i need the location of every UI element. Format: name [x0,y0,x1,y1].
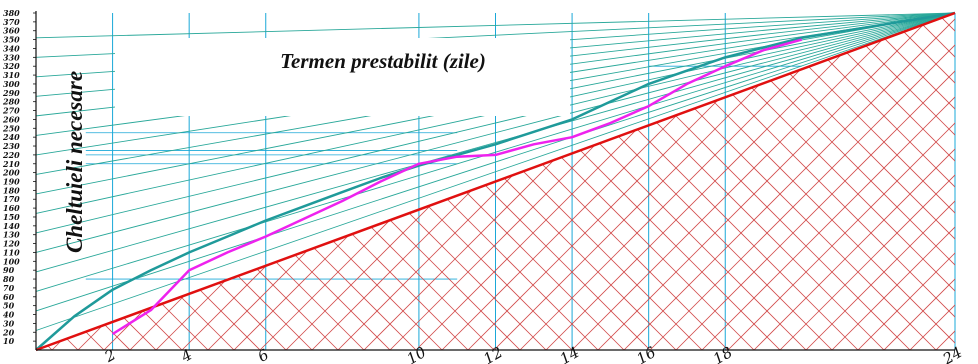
y-tick-label: 140 [3,221,20,231]
y-tick-label: 70 [3,283,15,293]
y-tick-label: 260 [2,114,20,124]
hatch-line [753,13,955,350]
series-lower-envelope [35,11,956,352]
axes [35,11,955,351]
y-tick-label: 110 [3,247,20,257]
y-tick-label: 40 [3,310,15,320]
y-tick-label: 280 [2,97,20,107]
y-tick-label: 380 [3,8,20,18]
hatch-line [909,13,955,350]
y-tick-label: 330 [3,52,20,62]
y-tick-label: 360 [3,26,20,36]
hatch-line [857,13,955,350]
y-tick-label: 130 [3,230,20,240]
series-actual-curve [111,38,803,336]
chart-title: Termen prestabilit (zile) [280,49,486,73]
y-tick-label: 180 [3,185,20,195]
x-tick-label: 12 [480,343,506,364]
hatch-line [623,13,955,350]
hatch-line [935,13,955,350]
x-tick-label: 14 [557,343,583,364]
hatch-line [727,13,955,350]
y-tick-label: 170 [3,194,20,204]
y-tick-label: 250 [2,123,20,133]
y-tick-label: 10 [3,336,15,346]
x-tick-label: 6 [255,345,273,364]
fan-line [35,12,956,312]
y-tick-label: 290 [2,88,20,98]
y-tick-label: 90 [3,265,15,275]
y-tick-label: 240 [2,132,20,142]
y-tick-label: 100 [3,256,20,266]
x-tick-label: 24 [939,343,965,364]
y-tick-label: 350 [3,35,20,45]
hatch-line [841,13,955,350]
y-tick-label: 270 [2,106,20,116]
hatch-line [597,13,955,350]
y-tick-label: 340 [3,43,20,53]
y-tick-label: 370 [3,17,20,27]
y-tick-label: 60 [3,292,15,302]
y-tick-labels: 1020304050607080901001101201301401501601… [2,8,36,346]
hatch-line [779,13,955,350]
y-tick-label: 200 [2,168,20,178]
y-tick-label: 220 [2,150,20,160]
fan-line [35,12,956,273]
y-tick-label: 20 [2,327,15,337]
hatch-line [701,13,955,350]
fan-line [35,12,956,234]
hatch-line [649,13,955,350]
series-group [35,11,956,352]
x-tick-label: 2 [101,345,119,364]
hatch-line [883,13,955,350]
x-tick-label: 10 [404,343,430,364]
y-tick-label: 80 [3,274,15,284]
x-tick-labels: 2 4 6 10 12 14 16 18 24 [101,343,966,364]
hatch-line [529,13,911,350]
fan-line [35,12,956,331]
hatch-line [831,13,955,350]
hatch-line [867,13,955,350]
hatch-line [519,13,901,350]
fan-line [35,12,956,253]
x-tick-label: 18 [710,343,736,364]
y-tick-label: 300 [3,79,20,89]
x-tick-label: 4 [177,345,195,364]
y-tick-label: 230 [2,141,20,151]
fan-line [35,12,956,292]
y-tick-label: 30 [3,318,15,328]
series-upper-envelope [35,11,956,351]
y-axis-label: Cheltuieli necesare [62,71,87,253]
hatch-line [659,13,955,350]
y-tick-label: 50 [3,301,15,311]
fan-line [35,12,956,39]
y-tick-label: 190 [3,177,20,187]
hatch-line [607,13,955,350]
y-tick-label: 310 [3,70,20,80]
y-tick-label: 160 [3,203,20,213]
y-tick-label: 120 [3,239,20,249]
hatch-line [763,13,955,350]
y-tick-label: 150 [3,212,20,222]
title-background [115,38,570,116]
hatch-line [805,13,955,350]
y-tick-label: 320 [3,61,20,71]
y-tick-label: 210 [2,159,20,169]
x-tick-label: 16 [633,343,659,364]
hatch-line [962,0,978,350]
hatch-line [675,13,955,350]
